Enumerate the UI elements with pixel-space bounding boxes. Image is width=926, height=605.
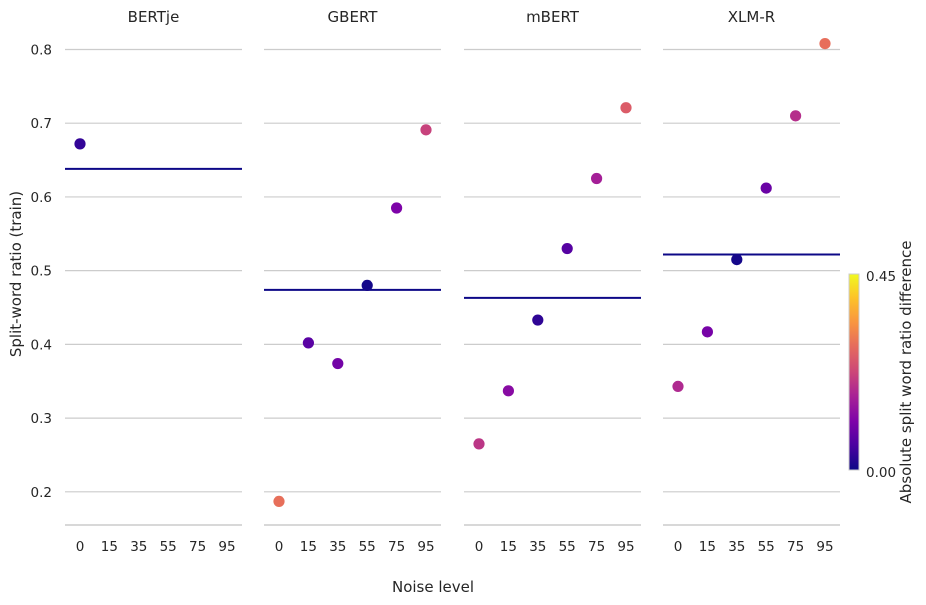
x-tick-label: 55 — [758, 539, 775, 555]
data-point — [420, 124, 432, 136]
data-point — [502, 385, 514, 397]
y-tick-label: 0.5 — [31, 264, 52, 280]
x-tick-label: 35 — [728, 539, 745, 555]
panel-xlm-r: XLM-R 0 15 35 55 75 95 — [663, 8, 840, 555]
panel-mbert: mBERT 0 15 35 55 75 95 — [464, 8, 641, 555]
x-tick-label: 15 — [300, 539, 317, 555]
y-tick-label: 0.4 — [31, 337, 52, 353]
y-tick-label: 0.6 — [31, 190, 52, 206]
data-point — [332, 357, 344, 370]
y-tick-label: 0.8 — [31, 42, 52, 58]
panel-gbert: GBERT 0 15 35 55 75 95 — [264, 8, 441, 555]
x-tick-label: 55 — [559, 539, 576, 555]
data-point — [672, 380, 684, 393]
data-point — [391, 202, 403, 214]
x-tick-label: 95 — [816, 539, 833, 555]
x-tick-label: 15 — [101, 539, 118, 555]
data-point — [473, 438, 485, 450]
colorbar: 0.45 0.00 Absolute split word ratio diff… — [848, 241, 915, 504]
colorbar-label: Absolute split word ratio difference — [897, 241, 915, 504]
x-tick-label: 0 — [674, 539, 683, 555]
panel-title: BERTje — [128, 8, 180, 26]
x-tick-label: 0 — [76, 539, 85, 555]
x-tick-label: 15 — [500, 539, 517, 555]
data-point — [819, 37, 831, 50]
data-point — [620, 102, 632, 114]
x-tick-label: 35 — [130, 539, 147, 555]
x-tick-label: 95 — [617, 539, 634, 555]
x-tick-label: 0 — [275, 539, 284, 555]
panel-title: mBERT — [526, 8, 580, 26]
x-tick-label: 55 — [359, 539, 376, 555]
y-axis-label: Split-word ratio (train) — [7, 191, 25, 357]
data-point — [731, 253, 743, 266]
data-point — [532, 314, 544, 326]
data-point — [701, 326, 714, 338]
data-point — [790, 110, 802, 122]
x-tick-label: 75 — [189, 539, 206, 555]
panel-title: XLM-R — [728, 8, 775, 26]
data-point — [591, 172, 603, 185]
data-point — [74, 138, 86, 150]
data-point — [273, 495, 285, 508]
y-tick-label: 0.2 — [31, 485, 52, 501]
panel-bertje: BERTje 0 15 35 55 75 95 — [65, 8, 242, 555]
x-tick-label: 0 — [475, 539, 484, 555]
x-tick-label: 15 — [699, 539, 716, 555]
panel-title: GBERT — [328, 8, 379, 26]
x-tick-label: 75 — [787, 539, 804, 555]
data-point — [302, 337, 314, 349]
y-tick-label: 0.7 — [31, 116, 52, 132]
colorbar-tick-max: 0.45 — [866, 269, 896, 285]
data-point — [361, 279, 373, 292]
x-tick-label: 75 — [388, 539, 405, 555]
x-tick-label: 95 — [417, 539, 434, 555]
x-tick-label: 35 — [529, 539, 546, 555]
colorbar-tick-min: 0.00 — [866, 465, 896, 481]
colorbar-gradient — [848, 273, 860, 471]
y-tick-labels: 0.2 0.3 0.4 0.5 0.6 0.7 0.8 — [31, 42, 52, 500]
x-tick-label: 55 — [160, 539, 177, 555]
x-tick-label: 75 — [588, 539, 605, 555]
x-tick-label: 95 — [218, 539, 235, 555]
x-tick-label: 35 — [329, 539, 346, 555]
data-point — [561, 242, 573, 255]
x-axis-label: Noise level — [392, 578, 474, 596]
data-point — [760, 182, 772, 194]
y-tick-label: 0.3 — [31, 411, 52, 427]
